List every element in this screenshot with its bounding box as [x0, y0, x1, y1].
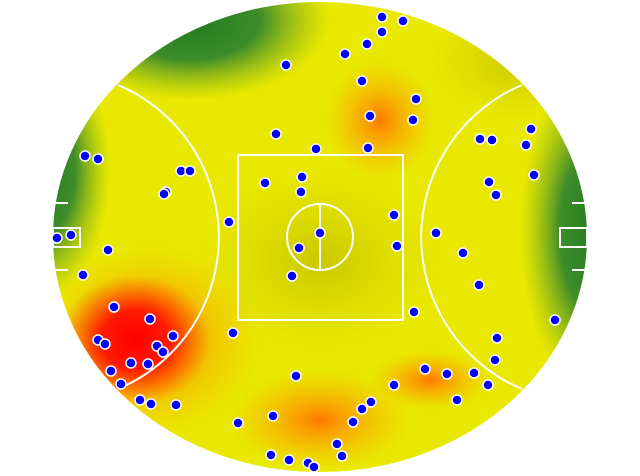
data-point	[525, 123, 537, 135]
data-point	[290, 370, 302, 382]
data-point	[408, 306, 420, 318]
data-point	[157, 346, 169, 358]
data-point	[490, 189, 502, 201]
data-point	[483, 176, 495, 188]
data-point	[280, 59, 292, 71]
data-point	[473, 279, 485, 291]
data-point	[388, 379, 400, 391]
data-point	[265, 449, 277, 461]
data-point	[397, 15, 409, 27]
data-point	[142, 358, 154, 370]
data-point	[347, 416, 359, 428]
data-point	[549, 314, 561, 326]
data-point	[134, 394, 146, 406]
data-point	[267, 410, 279, 422]
data-point	[310, 143, 322, 155]
data-point	[468, 367, 480, 379]
data-point	[144, 313, 156, 325]
data-point	[92, 153, 104, 165]
data-point	[482, 379, 494, 391]
data-point	[170, 399, 182, 411]
data-point	[223, 216, 235, 228]
data-point	[520, 139, 532, 151]
data-point	[331, 438, 343, 450]
data-point	[296, 171, 308, 183]
data-point	[286, 270, 298, 282]
data-point	[108, 301, 120, 313]
data-point	[365, 396, 377, 408]
data-point	[364, 110, 376, 122]
data-point	[361, 38, 373, 50]
data-point	[227, 327, 239, 339]
data-point	[232, 417, 244, 429]
data-point	[158, 188, 170, 200]
data-point	[528, 169, 540, 181]
field-lines	[51, 0, 589, 474]
data-point	[376, 11, 388, 23]
data-point	[102, 244, 114, 256]
data-point	[388, 209, 400, 221]
data-point	[419, 363, 431, 375]
data-point	[314, 227, 326, 239]
data-point	[77, 269, 89, 281]
data-point	[145, 398, 157, 410]
data-point	[362, 142, 374, 154]
data-point	[115, 378, 127, 390]
data-point	[474, 133, 486, 145]
data-point	[356, 403, 368, 415]
data-point	[65, 229, 77, 241]
data-point	[430, 227, 442, 239]
data-point	[270, 128, 282, 140]
data-point	[184, 165, 196, 177]
data-point	[295, 186, 307, 198]
data-point	[391, 240, 403, 252]
data-point	[125, 357, 137, 369]
data-point	[489, 354, 501, 366]
data-point	[99, 338, 111, 350]
data-point	[410, 93, 422, 105]
data-point	[441, 368, 453, 380]
data-point	[105, 365, 117, 377]
data-point	[283, 454, 295, 466]
data-point	[259, 177, 271, 189]
data-point	[293, 242, 305, 254]
data-point	[356, 75, 368, 87]
data-point	[407, 114, 419, 126]
data-point	[51, 232, 63, 244]
data-point	[79, 150, 91, 162]
data-point	[167, 330, 179, 342]
data-point	[339, 48, 351, 60]
data-point	[376, 26, 388, 38]
data-point	[486, 134, 498, 146]
data-point	[308, 461, 320, 473]
data-point	[336, 450, 348, 462]
data-point	[457, 247, 469, 259]
data-point	[491, 332, 503, 344]
data-point	[451, 394, 463, 406]
